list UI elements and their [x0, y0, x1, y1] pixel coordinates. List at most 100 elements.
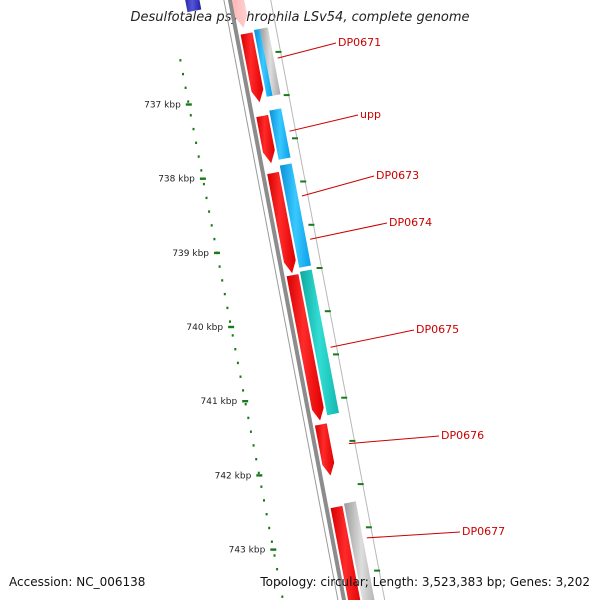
feature-block — [279, 163, 311, 268]
rail-dash — [365, 526, 372, 529]
ruler-dot — [242, 389, 245, 392]
ruler-dot — [221, 279, 224, 282]
gene-leader-line — [289, 114, 359, 132]
ruler-tick-label: 738 kbp — [158, 175, 195, 185]
rail-dash — [324, 310, 331, 313]
gene-label-layer: DP0671 upp DP0673 DP0674 DP0675 DP0676 DP0677 — [277, 36, 505, 539]
gene-arrow — [286, 274, 324, 421]
ruler-dot — [257, 471, 260, 475]
rail-dash — [275, 50, 282, 53]
feature-block — [344, 501, 375, 600]
ruler-tick-label: 742 kbp — [215, 471, 252, 481]
ruler-major-tick — [199, 177, 206, 180]
ruler-dot — [260, 485, 263, 488]
feature-block — [299, 269, 339, 416]
ruler-dot — [223, 292, 226, 296]
gene-label: DP0671 — [338, 36, 381, 49]
backbone-line — [227, 0, 347, 600]
frame-rail — [270, 0, 386, 600]
rail-dash — [292, 137, 298, 140]
ruler-tick-label: 741 kbp — [201, 397, 238, 407]
ruler-dot — [278, 581, 281, 585]
rail-dash — [341, 396, 348, 399]
gene-leader-line — [330, 329, 415, 348]
ruler-tick-label: 740 kbp — [186, 323, 223, 333]
gene-leader-line — [366, 531, 461, 539]
ruler-dot — [208, 210, 211, 213]
rail-dash — [316, 267, 323, 269]
ruler-dot — [273, 554, 276, 557]
feature-block — [259, 27, 281, 96]
ruler-dot — [192, 127, 195, 131]
ruler-major-tick — [185, 103, 192, 106]
ruler-dot — [200, 169, 203, 172]
gene-arrow — [232, 0, 248, 28]
ruler-dot — [252, 444, 255, 447]
ruler-dot — [218, 265, 221, 268]
feature-block — [185, 0, 202, 13]
rail-dash — [374, 569, 381, 572]
ruler-tick-label: 743 kbp — [229, 546, 266, 556]
ruler-dot — [281, 595, 284, 598]
ruler-dot — [231, 334, 234, 337]
position-ruler: 737 kbp 738 kbp 739 kbp 740 kbp 741 kbp 742 k… — [144, 50, 381, 598]
ruler-dot — [182, 72, 184, 76]
ruler-dot — [255, 458, 258, 461]
feature-block — [254, 28, 273, 97]
ruler-major-tick — [270, 548, 277, 551]
ruler-major-tick — [214, 251, 220, 255]
ruler-dot — [213, 237, 216, 241]
gene-arrow — [314, 423, 335, 476]
ruler-dot — [210, 224, 213, 227]
ruler-major-tick — [256, 474, 263, 477]
ruler-dot — [249, 430, 252, 433]
ruler-dot — [195, 141, 198, 144]
feature-block — [269, 108, 291, 160]
ruler-dot — [244, 403, 247, 406]
ruler-dot — [263, 499, 265, 502]
ruler-tick-label: 739 kbp — [172, 249, 209, 259]
ruler-dot — [234, 348, 237, 351]
ruler-major-tick — [228, 325, 235, 329]
rail-dash — [333, 353, 339, 356]
ruler-dot — [268, 526, 271, 530]
sequence-backbone — [227, 0, 347, 600]
ruler-dot — [184, 86, 187, 89]
ruler-major-tick — [242, 400, 249, 403]
rail-dash — [349, 439, 356, 442]
genome-title: Desulfotalea psychrophila LSv54, complet… — [130, 10, 470, 25]
feature-track — [185, 0, 375, 600]
ruler-dot — [202, 182, 205, 186]
ruler-dot — [247, 416, 250, 420]
rail-dash — [300, 180, 307, 183]
ruler-dot — [239, 375, 242, 378]
gene-arrow — [330, 505, 361, 600]
ruler-dot — [226, 306, 229, 310]
gene-label: DP0674 — [389, 216, 432, 229]
ruler-dot — [229, 320, 231, 323]
frame-rail — [223, 0, 339, 600]
ruler-dot — [236, 361, 239, 365]
ruler-dot — [179, 59, 182, 62]
gene-label: DP0676 — [441, 429, 484, 442]
gene-arrow — [256, 114, 275, 164]
gene-leader-line — [277, 42, 337, 59]
gene-label: DP0675 — [416, 323, 459, 336]
gene-arrow — [267, 171, 296, 274]
gene-arrow — [240, 32, 264, 103]
ruler-dot — [197, 155, 200, 158]
rail-dash — [308, 223, 315, 226]
map-frame — [223, 0, 386, 600]
ruler-dot — [189, 114, 192, 117]
accession-text: Accession: NC_006138 — [9, 575, 146, 589]
ruler-dot — [270, 540, 273, 543]
ruler-dot — [205, 196, 208, 200]
gene-label: DP0673 — [376, 169, 419, 182]
gene-leader-line — [309, 222, 388, 240]
ruler-dot — [265, 513, 268, 516]
rail-dash — [283, 94, 290, 97]
gene-label: upp — [360, 108, 381, 121]
rail-dash — [357, 483, 364, 486]
ruler-tick-label: 737 kbp — [144, 101, 181, 111]
